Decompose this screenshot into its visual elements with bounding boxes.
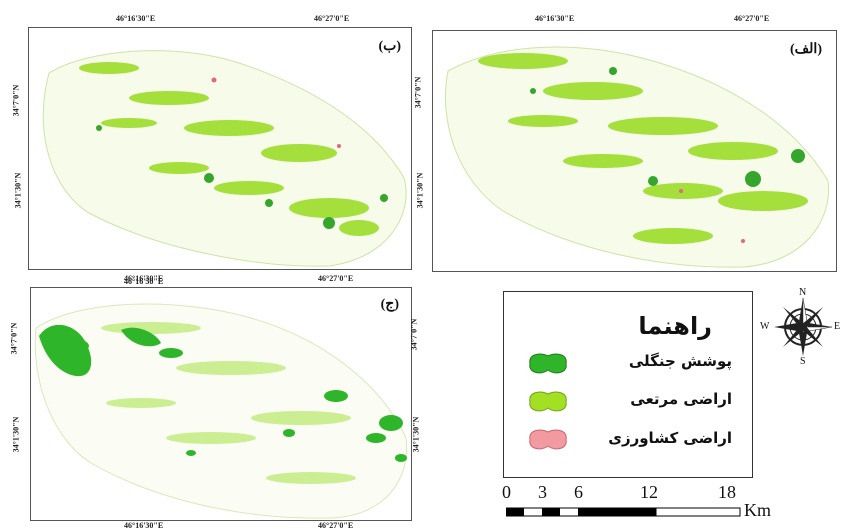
scale-bar-graphic xyxy=(506,507,741,517)
north-arrow: N S E W xyxy=(760,287,841,367)
lat-label-right-jim-1: 34°7'0"N xyxy=(409,318,419,351)
scale-tick-3: 3 xyxy=(538,482,547,502)
lon-label-bottom-be-1: 46°16'30"E xyxy=(124,274,164,283)
compass-w: W xyxy=(760,321,770,332)
lat-label-left-be-1: 34°7'0"N xyxy=(11,84,21,117)
legend-item-rangeland: اراضی مرتعی xyxy=(630,390,732,408)
lon-label-top-alef-2: 46°27'0"E xyxy=(734,14,770,23)
scale-tick-0: 0 xyxy=(502,482,511,502)
lat-label-left-alef-2: 34°1'30"N xyxy=(415,172,425,209)
legend-item-forest: پوشش جنگلی xyxy=(628,352,732,370)
panel-label-alef: (الف) xyxy=(790,42,822,57)
map-be-land-cover xyxy=(42,50,407,267)
legend-item-agriculture: اراضی کشاورزی xyxy=(608,429,732,447)
map-panel-jim: (ج) xyxy=(30,287,412,521)
lon-label-top-alef-1: 46°16'30"E xyxy=(535,14,575,23)
map-panel-be: (ب) xyxy=(28,27,412,270)
lat-label-left-be-2: 34°1'30"N xyxy=(13,172,23,209)
lat-label-left-jim-2: 34°1'30"N xyxy=(11,416,21,453)
lon-label-bottom-jim-2: 46°27'0"E xyxy=(318,521,354,530)
lon-label-top-be-2: 46°27'0"E xyxy=(314,14,350,23)
lon-label-top-be-1: 46°16'30"E xyxy=(116,14,156,23)
map-legend: راهنما پوشش جنگلی اراضی مرتعی اراضی کشاو… xyxy=(503,291,753,478)
legend-title: راهنما xyxy=(638,312,712,340)
lat-label-left-jim-1: 34°7'0"N xyxy=(9,322,19,355)
map-jim-land-cover xyxy=(34,303,408,519)
compass-e: E xyxy=(834,321,841,332)
map-panel-alef: (الف) xyxy=(432,30,837,272)
map-alef-land-cover xyxy=(444,46,830,268)
lon-label-bottom-be-2: 46°27'0"E xyxy=(318,274,354,283)
lat-label-right-jim-2: 34°1'30"N xyxy=(411,416,421,453)
scale-bar: 0 3 6 12 18 Km xyxy=(500,482,790,526)
forest-swatch-icon xyxy=(529,353,567,374)
lon-label-top-jim-1: 46°16'30"E xyxy=(124,277,164,286)
scale-tick-18: 18 xyxy=(718,482,736,502)
lat-label-left-alef-1: 34°7'0"N xyxy=(413,76,423,109)
compass-rose-icon xyxy=(774,297,833,356)
compass-n: N xyxy=(799,287,807,298)
rangeland-swatch-icon xyxy=(529,391,567,412)
compass-s: S xyxy=(800,356,806,367)
agriculture-swatch-icon xyxy=(529,429,567,450)
scale-tick-6: 6 xyxy=(574,482,583,502)
panel-label-be: (ب) xyxy=(378,39,401,54)
scale-tick-12: 12 xyxy=(640,482,658,502)
scale-unit: Km xyxy=(744,500,771,520)
lon-label-bottom-jim-1: 46°16'30"E xyxy=(124,521,164,530)
panel-label-jim: (ج) xyxy=(380,297,399,312)
